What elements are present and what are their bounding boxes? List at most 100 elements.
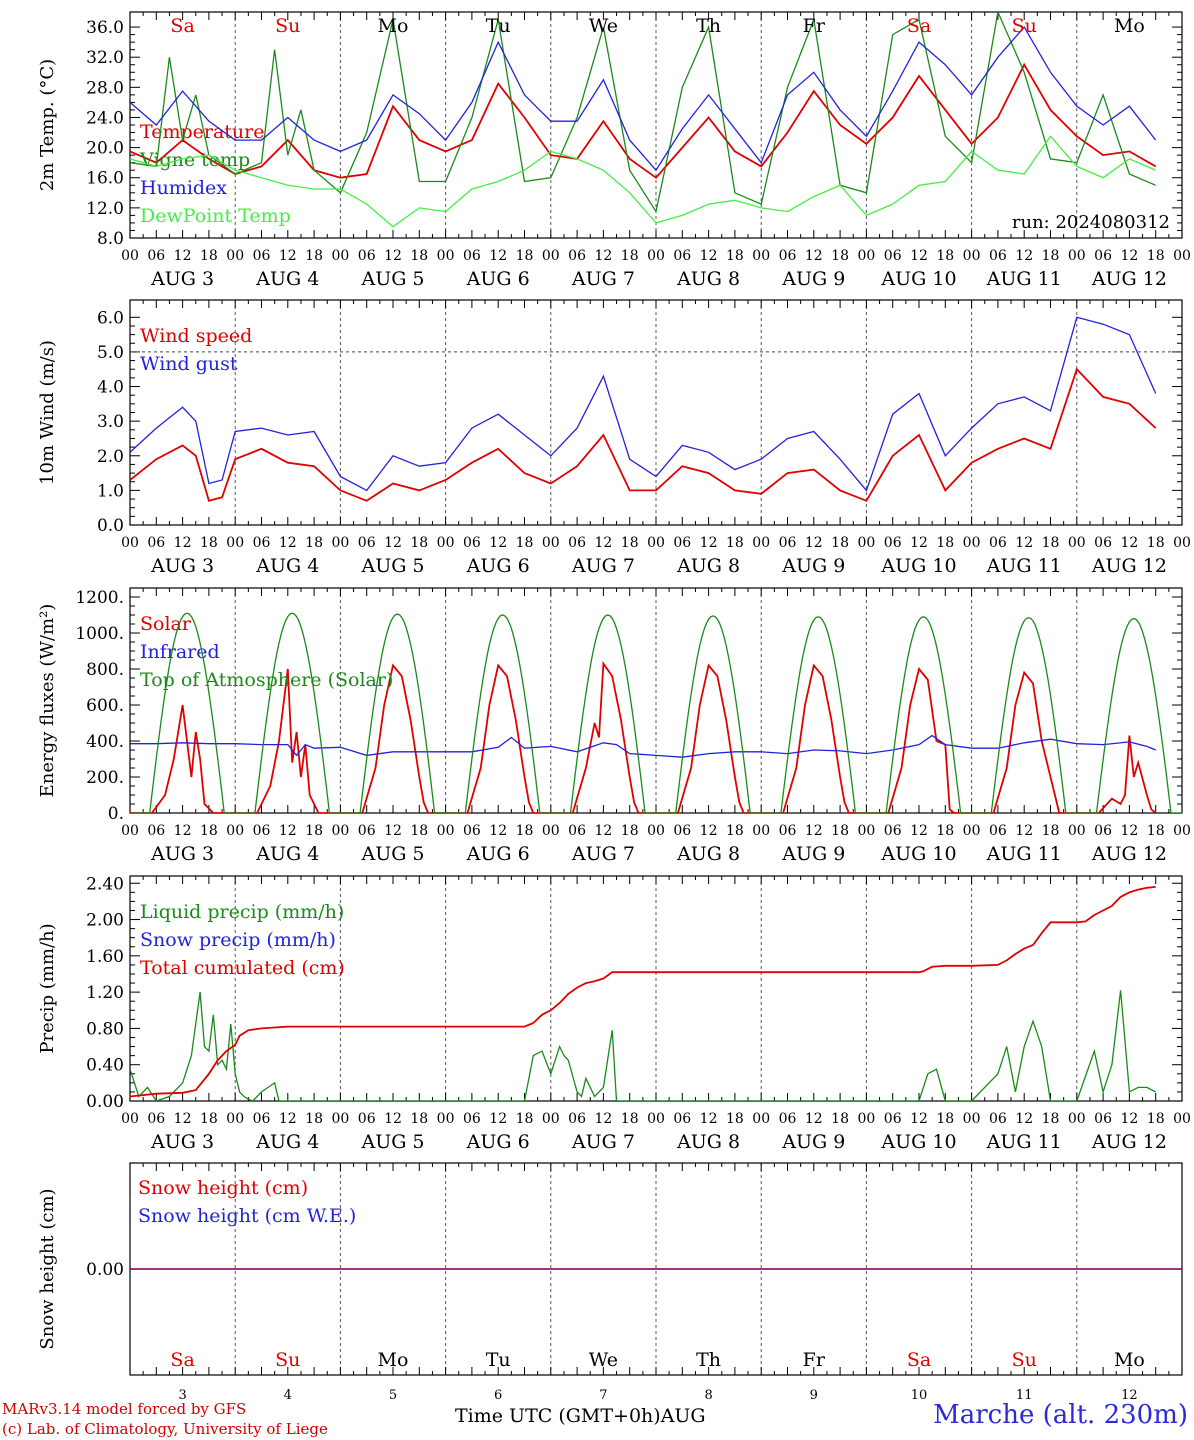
hour-tick-label: 06 <box>989 248 1007 264</box>
legend-entry: Snow height (cm) <box>138 1177 308 1199</box>
hour-tick-label: 00 <box>121 823 139 839</box>
hour-tick-label: 18 <box>1147 535 1165 551</box>
date-label: AUG 12 <box>1091 555 1167 577</box>
hour-tick-label: 12 <box>384 535 402 551</box>
hour-tick-label: 00 <box>121 1111 139 1127</box>
hour-tick-label: 06 <box>147 1111 165 1127</box>
series-line-humidex <box>130 25 1157 172</box>
hour-tick-label: 00 <box>1173 535 1191 551</box>
hour-tick-label: 00 <box>542 248 560 264</box>
series-line-total-cumulated-cm- <box>130 886 1156 1098</box>
hour-tick-label: 18 <box>936 535 954 551</box>
y-tick-label: 1.60 <box>86 947 124 967</box>
date-label: AUG 10 <box>880 555 956 577</box>
hour-tick-label: 12 <box>700 248 718 264</box>
hour-tick-label: 00 <box>963 535 981 551</box>
weekday-label-bottom: Sa <box>907 1349 931 1371</box>
y-tick-label: 0.00 <box>86 1260 124 1280</box>
legend-entry: Top of Atmosphere (Solar) <box>140 669 393 691</box>
series-line-wind-gust <box>130 316 1157 492</box>
hour-tick-label: 18 <box>200 1111 218 1127</box>
weekday-label-bottom: Mo <box>378 1349 409 1371</box>
y-tick-label: 2.0 <box>97 447 124 467</box>
date-label: AUG 12 <box>1091 268 1167 290</box>
hour-tick-label: 12 <box>910 823 928 839</box>
y-tick-label: 24.0 <box>86 108 124 128</box>
hour-tick-label: 18 <box>936 1111 954 1127</box>
hour-tick-label: 06 <box>779 535 797 551</box>
credit-line-2: (c) Lab. of Climatology, University of L… <box>2 1420 328 1438</box>
hour-tick-label: 00 <box>857 823 875 839</box>
weekday-label-bottom: Tu <box>486 1349 511 1371</box>
credit-line-1: MARv3.14 model forced by GFS <box>2 1400 247 1418</box>
date-label: AUG 8 <box>676 1131 740 1153</box>
date-label: AUG 10 <box>880 1131 956 1153</box>
series-line-infrared <box>130 734 1156 758</box>
hour-tick-label: 00 <box>963 823 981 839</box>
hour-tick-label: 00 <box>647 823 665 839</box>
hour-tick-label: 18 <box>1042 1111 1060 1127</box>
hour-tick-label: 12 <box>174 1111 192 1127</box>
hour-tick-label: 00 <box>226 248 244 264</box>
hour-tick-label: 18 <box>1147 1111 1165 1127</box>
hour-tick-label: 00 <box>1173 248 1191 264</box>
hour-tick-label: 12 <box>700 823 718 839</box>
hour-tick-label: 12 <box>594 248 612 264</box>
hour-tick-label: 18 <box>200 535 218 551</box>
run-label: run: 2024080312 <box>1012 212 1170 233</box>
hour-tick-label: 18 <box>1042 248 1060 264</box>
hour-tick-label: 00 <box>752 248 770 264</box>
hour-tick-label: 18 <box>726 535 744 551</box>
hour-tick-label: 12 <box>174 535 192 551</box>
date-label: AUG 7 <box>571 843 635 865</box>
hour-tick-label: 00 <box>857 248 875 264</box>
hour-tick-label: 06 <box>673 535 691 551</box>
hour-tick-label: 06 <box>358 1111 376 1127</box>
legend-entry: Total cumulated (cm) <box>140 957 345 979</box>
hour-tick-label: 06 <box>989 1111 1007 1127</box>
hour-tick-label: 00 <box>542 535 560 551</box>
hour-tick-label: 06 <box>253 248 271 264</box>
hour-tick-label: 18 <box>726 823 744 839</box>
hour-tick-label: 06 <box>673 823 691 839</box>
weekday-label-bottom: Su <box>275 1349 300 1371</box>
hour-tick-label: 00 <box>963 1111 981 1127</box>
date-label: AUG 12 <box>1091 1131 1167 1153</box>
date-label: AUG 3 <box>150 268 214 290</box>
weekday-label: We <box>589 15 618 37</box>
hour-tick-label: 18 <box>1147 823 1165 839</box>
hour-tick-label: 06 <box>253 1111 271 1127</box>
y-tick-label: 0.40 <box>86 1056 124 1076</box>
hour-tick-label: 12 <box>489 535 507 551</box>
day-number-label: 8 <box>704 1388 712 1403</box>
date-label: AUG 6 <box>466 843 530 865</box>
y-tick-label: 400. <box>86 732 124 752</box>
hour-tick-label: 06 <box>884 823 902 839</box>
weekday-label-bottom: We <box>589 1349 618 1371</box>
date-label: AUG 11 <box>986 268 1062 290</box>
hour-tick-label: 06 <box>358 535 376 551</box>
hour-tick-label: 00 <box>857 1111 875 1127</box>
hour-tick-label: 06 <box>358 823 376 839</box>
y-axis-label: Snow height (cm) <box>37 1188 58 1349</box>
hour-tick-label: 00 <box>647 1111 665 1127</box>
series-line-vigne-temp <box>130 12 1156 214</box>
hour-tick-label: 12 <box>594 823 612 839</box>
y-tick-label: 0.00 <box>86 1092 124 1112</box>
legend-entry: Temperature <box>140 121 264 143</box>
hour-tick-label: 00 <box>437 823 455 839</box>
date-label: AUG 6 <box>466 268 530 290</box>
y-tick-label: 1200. <box>75 588 124 608</box>
hour-tick-label: 00 <box>331 248 349 264</box>
hour-tick-label: 12 <box>1120 1111 1138 1127</box>
y-tick-label: 12.0 <box>86 199 124 219</box>
date-label: AUG 7 <box>571 268 635 290</box>
hour-tick-label: 12 <box>279 823 297 839</box>
date-label: AUG 9 <box>781 555 845 577</box>
y-tick-label: 2.40 <box>86 874 124 894</box>
legend-entry: Solar <box>140 613 192 635</box>
hour-tick-label: 18 <box>410 823 428 839</box>
hour-tick-label: 06 <box>779 248 797 264</box>
panel-3: 0. 200. 400. 600. 800. 1000. 1200. Energy fluxe… <box>37 587 1191 865</box>
